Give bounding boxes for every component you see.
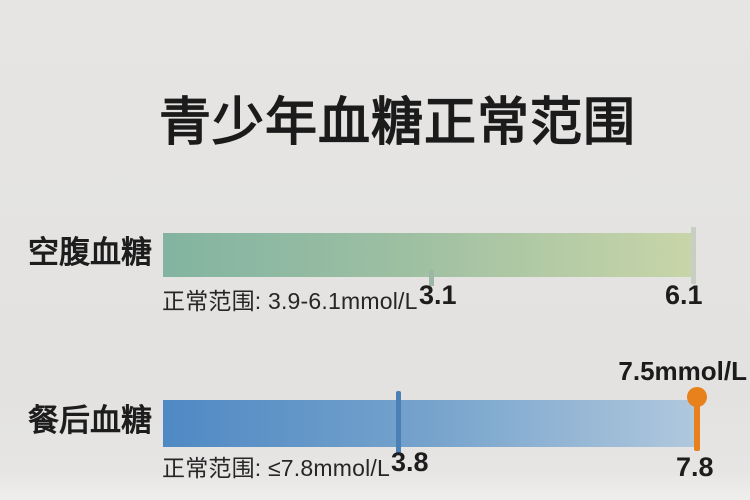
postprandial-low-tick-label: 3.8: [391, 447, 429, 477]
postprandial-low-tick: [396, 391, 401, 455]
postprandial-range-caption: 正常范围: ≤7.8mmol/L: [162, 455, 390, 481]
fasting-range-caption: 正常范围: 3.9-6.1mmol/L: [162, 288, 418, 314]
marker-pin-icon: [687, 387, 707, 407]
fasting-high-tick-label: 6.1: [665, 280, 703, 310]
fasting-low-tick-label: 3.1: [419, 280, 457, 310]
fasting-range-bar: [163, 233, 693, 277]
postprandial-high-tick-label: 7.8: [676, 452, 714, 482]
fasting-low-tick: [429, 270, 434, 286]
marker-value-label: 7.5mmol/L: [618, 356, 747, 386]
fasting-row-label: 空腹血糖: [28, 235, 152, 270]
postprandial-row-label: 餐后血糖: [28, 403, 152, 438]
marker-pin-stem: [694, 396, 700, 451]
fasting-high-tick: [691, 227, 696, 284]
postprandial-range-bar: [163, 400, 697, 447]
page-title: 青少年血糖正常范围: [159, 94, 637, 152]
